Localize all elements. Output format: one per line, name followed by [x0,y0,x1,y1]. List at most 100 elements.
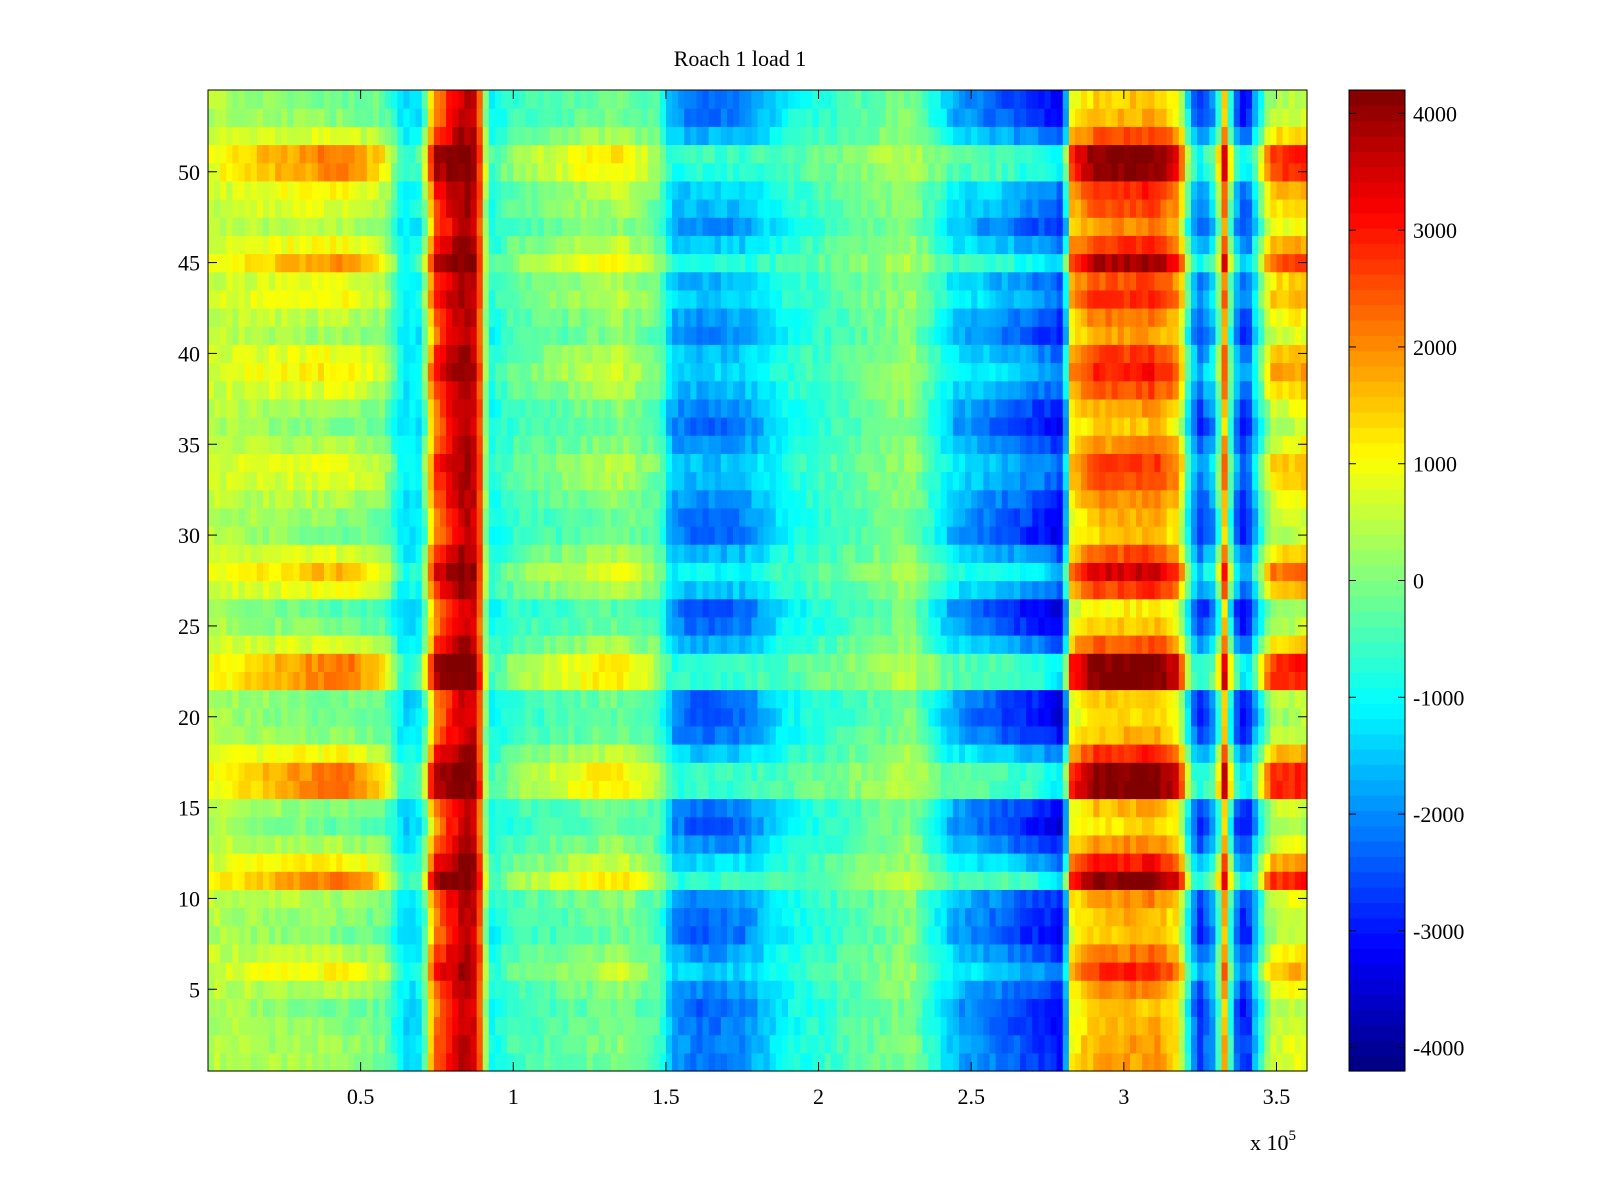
heatmap-cell [708,707,716,727]
heatmap-cell [781,762,789,781]
heatmap-cell [763,998,771,1018]
heatmap-cell [537,562,545,582]
heatmap-cell [342,853,350,872]
heatmap-cell [293,598,301,618]
heatmap-cell [928,635,936,654]
heatmap-cell [1074,616,1082,636]
heatmap-cell [672,853,679,872]
heatmap-cell [1001,925,1009,945]
heatmap-cell [531,980,539,999]
heatmap-cell [672,871,679,890]
heatmap-cell [1245,853,1253,872]
heatmap-cell [385,1034,392,1054]
heatmap-cell [610,580,618,600]
heatmap-cell [1081,980,1088,999]
heatmap-cell [659,1034,667,1054]
heatmap-cell [1190,853,1198,872]
heatmap-cell [635,853,643,872]
heatmap-cell [1190,1016,1198,1036]
heatmap-cell [781,635,789,654]
heatmap-cell [659,1052,667,1072]
heatmap-cell [983,925,991,945]
heatmap-cell [1282,980,1290,999]
heatmap-cell [415,653,423,672]
heatmap-cell [916,798,923,818]
heatmap-cell [256,980,264,999]
heatmap-cell [494,671,502,691]
heatmap-cell [1215,834,1223,854]
heatmap-cell [934,834,942,854]
heatmap-cell [824,907,832,927]
heatmap-cell [952,889,960,909]
heatmap-cell [391,907,398,927]
heatmap-cell [1001,853,1009,872]
heatmap-cell [812,1052,820,1072]
heatmap-cell [940,889,948,909]
heatmap-cell [1160,780,1168,800]
heatmap-cell [501,580,508,600]
heatmap-cell [1142,834,1149,854]
heatmap-cell [501,1016,508,1036]
heatmap-cell [733,635,740,654]
heatmap-cell [342,816,350,836]
heatmap-cell [1050,816,1058,836]
heatmap-cell [702,834,710,854]
heatmap-cell [1160,689,1168,709]
heatmap-cell [1300,598,1308,618]
heatmap-cell [824,871,832,890]
heatmap-cell [1160,816,1168,836]
heatmap-cell [299,889,307,909]
heatmap-cell [580,816,588,836]
heatmap-cell [952,907,960,927]
heatmap-cell [317,889,325,909]
heatmap-cell [1038,834,1046,854]
heatmap-cell [1282,1034,1290,1054]
heatmap-cell [220,635,227,654]
heatmap-cell [1215,653,1223,672]
heatmap-cell [1178,907,1186,927]
heatmap-cell [1105,1016,1113,1036]
heatmap-cell [317,598,325,618]
heatmap-cell [739,653,746,672]
heatmap-cell [1300,580,1308,600]
heatmap-cell [501,598,508,618]
heatmap-cell [1142,762,1149,781]
heatmap-cell [330,798,337,818]
heatmap-cell [1252,962,1259,981]
heatmap-cell [1264,834,1271,854]
heatmap-cell [519,635,527,654]
heatmap-cell [452,798,459,818]
heatmap-cell [812,780,820,800]
heatmap-cell [1209,998,1217,1018]
heatmap-cell [1184,780,1192,800]
heatmap-cell [299,598,307,618]
heatmap-cell [1081,762,1088,781]
heatmap-cell [940,580,948,600]
heatmap-cell [763,1034,771,1054]
heatmap-cell [824,562,832,582]
heatmap-cell [855,834,862,854]
heatmap-cell [1074,635,1082,654]
heatmap-cell [641,744,649,763]
heatmap-cell [983,707,991,727]
heatmap-cell [1245,762,1253,781]
heatmap-cell [934,689,942,709]
heatmap-cell [763,962,771,981]
heatmap-cell [1111,907,1119,927]
heatmap-cell [421,707,429,727]
heatmap-cell [830,707,838,727]
heatmap-cell [659,689,667,709]
heatmap-cell [354,616,362,636]
heatmap-cell [317,562,325,582]
heatmap-cell [1197,616,1204,636]
heatmap-cell [769,780,777,800]
heatmap-cell [391,925,398,945]
heatmap-cell [452,871,459,890]
heatmap-cell [287,962,295,981]
heatmap-cell [543,925,551,945]
heatmap-cell [757,925,765,945]
heatmap-cell [256,853,264,872]
heatmap-cell [842,943,850,963]
heatmap-cell [1020,744,1027,763]
heatmap-cell [372,907,380,927]
